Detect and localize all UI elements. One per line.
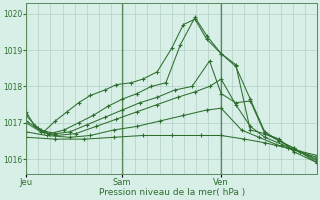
X-axis label: Pression niveau de la mer( hPa ): Pression niveau de la mer( hPa )	[99, 188, 245, 197]
